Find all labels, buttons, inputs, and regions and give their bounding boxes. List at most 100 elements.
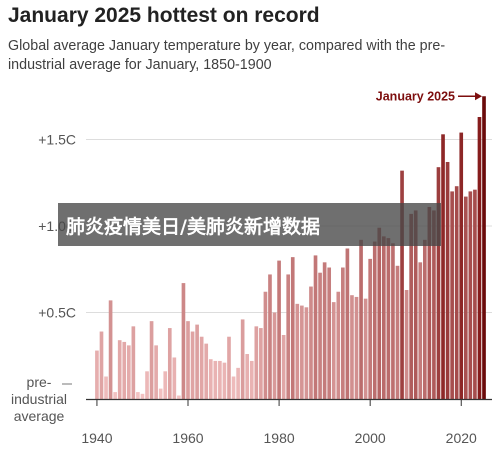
bar-2024	[477, 117, 482, 399]
bar-2007	[400, 170, 404, 399]
bar-1958	[177, 395, 181, 399]
bar-2000	[368, 258, 372, 399]
bar-1984	[295, 303, 300, 399]
bar-1940	[95, 350, 99, 399]
bar-1985	[300, 305, 304, 399]
x-tick-label: 1940	[81, 430, 112, 446]
bar-1960	[186, 321, 190, 399]
bar-2020	[459, 132, 464, 399]
bar-2015	[436, 167, 441, 399]
bar-2022	[468, 191, 473, 399]
x-tick-label: 2000	[355, 430, 386, 446]
bar-1965	[208, 359, 213, 399]
bar-1963	[199, 336, 204, 399]
bar-2003	[382, 236, 386, 399]
bar-1999	[363, 298, 368, 399]
bar-1973	[245, 354, 250, 399]
bar-2018	[450, 191, 454, 399]
x-tick-label: 1980	[264, 430, 295, 446]
bar-1943	[108, 300, 113, 399]
bar-2004	[386, 238, 391, 399]
bar-2006	[395, 265, 400, 399]
bar-1997	[354, 296, 359, 399]
bar-2017	[445, 161, 450, 399]
bar-1962	[195, 324, 199, 399]
bar-1945	[117, 340, 122, 399]
bar-1975	[254, 326, 259, 399]
bar-2019	[454, 186, 459, 399]
bar-2001	[372, 241, 377, 399]
x-axis-labels: 1940 1960 1980 2000 2020	[81, 399, 477, 446]
bar-1953	[154, 345, 158, 399]
y-tick-label: +0.5C	[38, 305, 76, 321]
bar-1942	[104, 376, 108, 399]
bar-1979	[272, 312, 277, 399]
bar-1941	[99, 331, 104, 399]
bar-series	[95, 96, 486, 399]
bar-1994	[341, 267, 345, 399]
bar-1983	[290, 257, 295, 399]
bar-1964	[204, 343, 209, 399]
bar-1967	[218, 360, 222, 399]
bar-1978	[268, 274, 272, 399]
bar-1957	[172, 357, 177, 399]
bar-2008	[404, 290, 409, 399]
bar-1950	[140, 393, 145, 399]
bar-1976	[259, 328, 263, 399]
overlay-banner: 肺炎疫情美日/美肺炎新增数据	[58, 203, 441, 246]
bar-2005	[391, 243, 395, 399]
chart-title: January 2025 hottest on record	[8, 4, 320, 27]
bar-2010	[413, 210, 418, 399]
bar-1989	[318, 272, 322, 399]
bar-1969	[227, 336, 231, 399]
bar-1992	[331, 302, 336, 399]
bar-1947	[126, 345, 131, 399]
x-tick-label: 2020	[446, 430, 477, 446]
bar-1991	[327, 267, 332, 399]
bar-1974	[249, 360, 254, 399]
bar-1986	[304, 307, 309, 399]
bar-1968	[222, 362, 227, 399]
bar-2023	[473, 189, 477, 399]
bar-1987	[309, 286, 313, 399]
bar-1946	[122, 341, 127, 399]
bar-1988	[313, 255, 318, 399]
bar-2025	[482, 96, 486, 399]
bar-1977	[263, 291, 268, 399]
bar-1951	[145, 371, 149, 399]
bar-1982	[286, 274, 291, 399]
bar-1961	[190, 331, 195, 399]
y-tick-label-baseline: pre-industrial average	[11, 374, 67, 424]
bar-2014	[432, 210, 436, 399]
bar-1956	[167, 328, 172, 399]
bar-1998	[359, 239, 363, 399]
bar-2021	[463, 196, 468, 399]
bar-1993	[336, 291, 341, 399]
bar-2012	[422, 239, 427, 399]
annotation: January 2025	[376, 89, 483, 103]
bar-1971	[236, 367, 240, 399]
bar-1948	[131, 326, 136, 399]
bar-1959	[181, 283, 186, 399]
annotation-label: January 2025	[376, 89, 455, 103]
bar-1995	[345, 248, 350, 399]
bar-1954	[158, 388, 163, 399]
x-tick-label: 1960	[172, 430, 203, 446]
bar-1980	[277, 260, 281, 399]
bar-2002	[377, 227, 382, 399]
bar-1966	[213, 360, 218, 399]
bar-1996	[350, 295, 354, 399]
bar-1944	[113, 392, 117, 399]
y-tick-label: +1.5C	[38, 132, 76, 148]
bar-2016	[441, 134, 445, 399]
bar-1981	[281, 334, 286, 399]
annotation-arrow-head	[475, 92, 483, 101]
bar-1955	[163, 371, 168, 399]
bar-1970	[231, 376, 236, 399]
bar-2013	[427, 206, 432, 399]
overlay-banner-text: 肺炎疫情美日/美肺炎新增数据	[66, 216, 320, 238]
bar-1949	[136, 392, 140, 399]
bar-2009	[409, 213, 413, 399]
